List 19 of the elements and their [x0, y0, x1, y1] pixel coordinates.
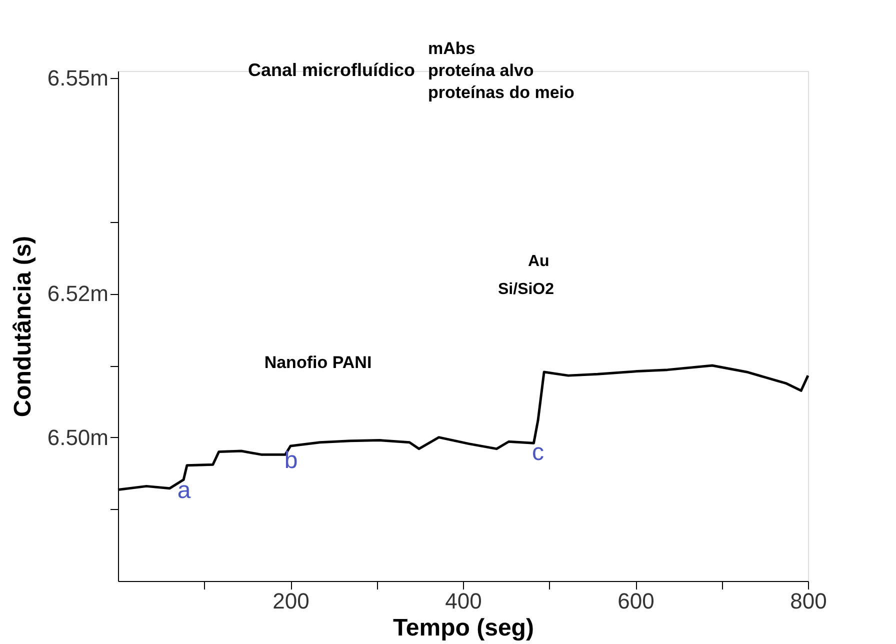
annotation: Si/SiO2: [498, 281, 554, 298]
annotation: Canal microfluídico: [248, 60, 416, 80]
x-tick-label: 400: [445, 588, 482, 614]
annotation: proteínas do meio: [428, 83, 574, 102]
x-tick-label: 600: [618, 588, 654, 614]
x-tick-label: 200: [272, 588, 310, 614]
annotation: c: [532, 439, 544, 466]
y-axis-title: Condutância (s): [9, 236, 36, 418]
text: mAbs: [428, 39, 476, 58]
annotation: Nanofio PANI: [264, 353, 372, 372]
annotation: Au: [528, 253, 550, 270]
y-tick-label: 6.50m: [47, 424, 108, 450]
y-tick-label: 6.52m: [47, 281, 108, 306]
annotation: b: [284, 447, 298, 474]
y-tick-label: 6.55m: [47, 66, 108, 91]
x-axis-title: Tempo (seg): [393, 614, 534, 642]
x-tick-label: 800: [790, 588, 827, 614]
annotation: a: [177, 477, 192, 504]
annotation: proteína alvo: [428, 61, 534, 80]
